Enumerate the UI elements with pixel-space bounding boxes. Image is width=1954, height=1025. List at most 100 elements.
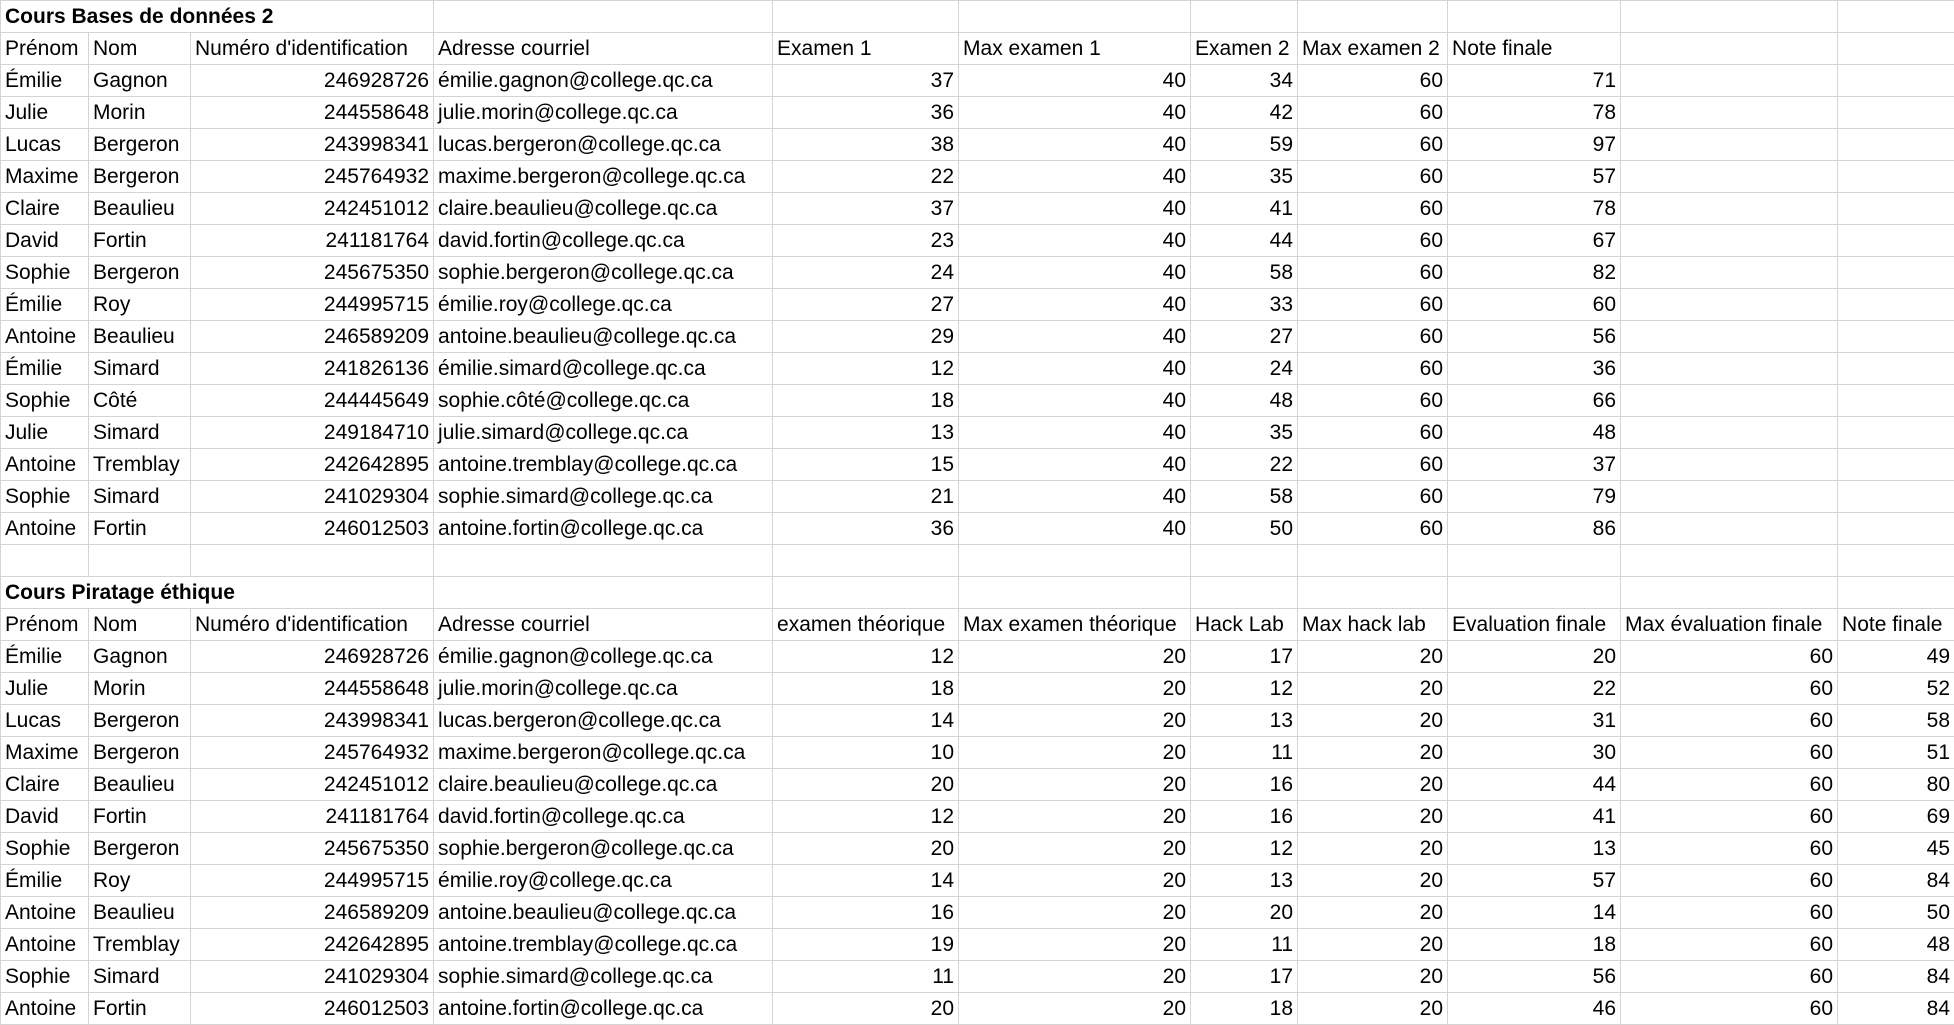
empty-cell[interactable] [1838,33,1954,65]
data-cell[interactable]: Roy [89,289,191,321]
data-cell[interactable]: Sophie [1,257,89,289]
data-cell[interactable]: 60 [1621,673,1838,705]
data-cell[interactable]: 20 [773,769,959,801]
data-cell[interactable]: 60 [1298,289,1448,321]
empty-cell[interactable] [959,1,1191,33]
empty-cell[interactable] [1838,193,1954,225]
empty-cell[interactable] [1191,545,1298,577]
data-cell[interactable]: 241181764 [191,801,434,833]
data-cell[interactable]: 40 [959,417,1191,449]
data-cell[interactable]: 20 [1298,673,1448,705]
column-header[interactable]: Nom [89,33,191,65]
data-cell[interactable]: 243998341 [191,705,434,737]
data-cell[interactable]: 40 [959,161,1191,193]
data-cell[interactable]: 40 [959,289,1191,321]
data-cell[interactable]: 14 [773,865,959,897]
section-title-bases-de-donnees[interactable]: Cours Bases de données 2 [1,1,434,33]
empty-cell[interactable] [1,545,89,577]
data-cell[interactable]: Sophie [1,833,89,865]
data-cell[interactable]: Simard [89,961,191,993]
data-cell[interactable]: 241029304 [191,961,434,993]
data-cell[interactable]: 16 [1191,801,1298,833]
data-cell[interactable]: 46 [1448,993,1621,1025]
empty-cell[interactable] [191,545,434,577]
empty-cell[interactable] [1621,1,1838,33]
empty-cell[interactable] [1838,225,1954,257]
data-cell[interactable]: julie.morin@college.qc.ca [434,673,773,705]
empty-cell[interactable] [1838,97,1954,129]
data-cell[interactable]: Émilie [1,289,89,321]
column-header[interactable]: Examen 2 [1191,33,1298,65]
data-cell[interactable]: 58 [1838,705,1954,737]
data-cell[interactable]: Morin [89,97,191,129]
data-cell[interactable]: 60 [1298,129,1448,161]
data-cell[interactable]: Bergeron [89,705,191,737]
data-cell[interactable]: 69 [1838,801,1954,833]
data-cell[interactable]: sophie.simard@college.qc.ca [434,481,773,513]
data-cell[interactable]: 20 [1448,641,1621,673]
column-header[interactable]: examen théorique [773,609,959,641]
data-cell[interactable]: 82 [1448,257,1621,289]
data-cell[interactable]: 245764932 [191,161,434,193]
data-cell[interactable]: 18 [773,673,959,705]
data-cell[interactable]: 67 [1448,225,1621,257]
data-cell[interactable]: 20 [959,865,1191,897]
data-cell[interactable]: Morin [89,673,191,705]
data-cell[interactable]: 242642895 [191,449,434,481]
data-cell[interactable]: 20 [959,705,1191,737]
empty-cell[interactable] [434,1,773,33]
data-cell[interactable]: 23 [773,225,959,257]
empty-cell[interactable] [1191,1,1298,33]
data-cell[interactable]: 40 [959,257,1191,289]
data-cell[interactable]: 244558648 [191,673,434,705]
column-header[interactable]: Numéro d'identification [191,609,434,641]
data-cell[interactable]: 60 [1621,641,1838,673]
data-cell[interactable]: 30 [1448,737,1621,769]
data-cell[interactable]: Fortin [89,801,191,833]
data-cell[interactable]: 20 [1298,705,1448,737]
empty-cell[interactable] [89,545,191,577]
column-header[interactable]: Numéro d'identification [191,33,434,65]
data-cell[interactable]: 18 [773,385,959,417]
data-cell[interactable]: Émilie [1,65,89,97]
empty-cell[interactable] [1298,545,1448,577]
data-cell[interactable]: 24 [1191,353,1298,385]
data-cell[interactable]: 60 [1448,289,1621,321]
data-cell[interactable]: Côté [89,385,191,417]
data-cell[interactable]: 60 [1298,321,1448,353]
data-cell[interactable]: 241181764 [191,225,434,257]
column-header[interactable]: Max examen 2 [1298,33,1448,65]
column-header[interactable]: Max hack lab [1298,609,1448,641]
empty-cell[interactable] [773,577,959,609]
data-cell[interactable]: 12 [773,801,959,833]
data-cell[interactable]: 246012503 [191,513,434,545]
empty-cell[interactable] [1838,513,1954,545]
data-cell[interactable]: Fortin [89,993,191,1025]
data-cell[interactable]: 21 [773,481,959,513]
data-cell[interactable]: claire.beaulieu@college.qc.ca [434,193,773,225]
empty-cell[interactable] [959,545,1191,577]
data-cell[interactable]: 40 [959,193,1191,225]
data-cell[interactable]: 35 [1191,161,1298,193]
data-cell[interactable]: antoine.tremblay@college.qc.ca [434,449,773,481]
data-cell[interactable]: lucas.bergeron@college.qc.ca [434,129,773,161]
data-cell[interactable]: 20 [1298,833,1448,865]
data-cell[interactable]: 15 [773,449,959,481]
column-header[interactable]: Prénom [1,609,89,641]
data-cell[interactable]: Antoine [1,513,89,545]
empty-cell[interactable] [1621,449,1838,481]
data-cell[interactable]: Bergeron [89,129,191,161]
data-cell[interactable]: 57 [1448,161,1621,193]
data-cell[interactable]: 41 [1191,193,1298,225]
data-cell[interactable]: 40 [959,129,1191,161]
data-cell[interactable]: Claire [1,193,89,225]
data-cell[interactable]: Simard [89,353,191,385]
empty-cell[interactable] [1621,225,1838,257]
data-cell[interactable]: lucas.bergeron@college.qc.ca [434,705,773,737]
data-cell[interactable]: Tremblay [89,449,191,481]
empty-cell[interactable] [1448,1,1621,33]
data-cell[interactable]: David [1,225,89,257]
data-cell[interactable]: Antoine [1,993,89,1025]
data-cell[interactable]: 60 [1298,225,1448,257]
data-cell[interactable]: 51 [1838,737,1954,769]
